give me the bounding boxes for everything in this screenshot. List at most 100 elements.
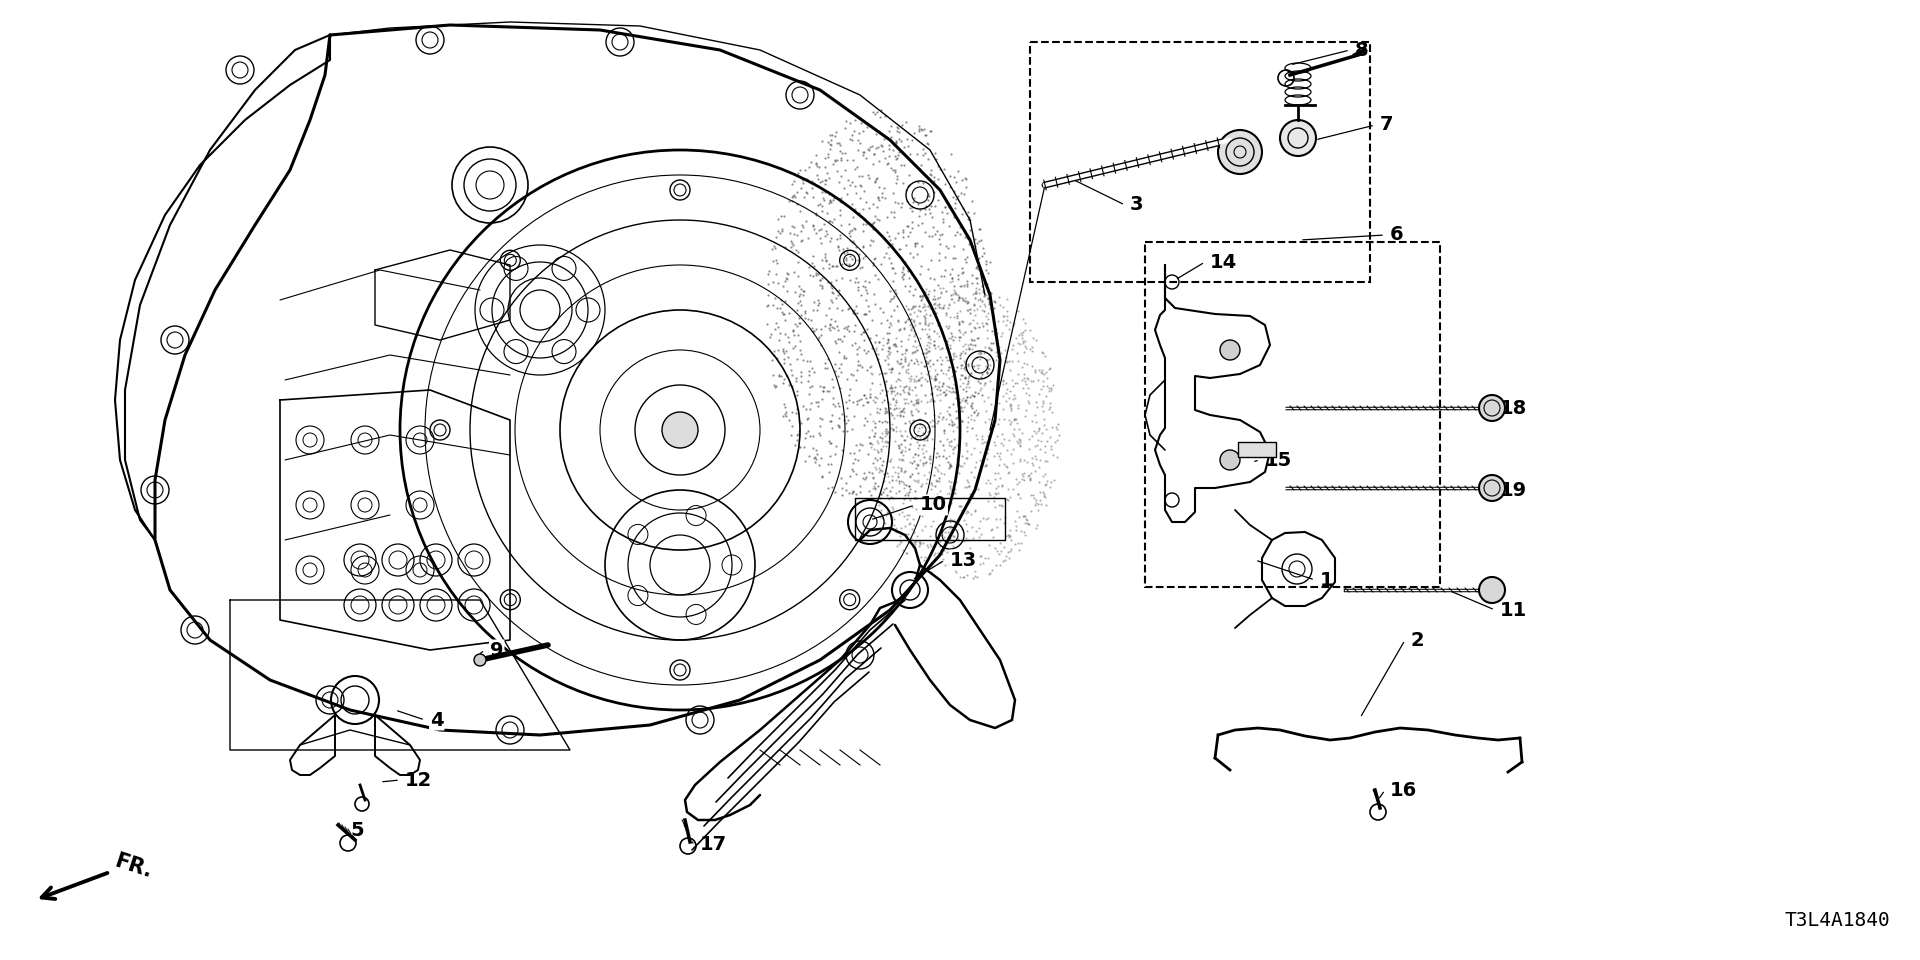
Point xyxy=(904,498,935,514)
Point xyxy=(799,428,829,444)
Point xyxy=(900,236,931,252)
Point xyxy=(887,347,918,362)
Point xyxy=(891,477,922,492)
Point xyxy=(920,282,950,298)
Point xyxy=(912,430,943,445)
Point xyxy=(837,196,868,211)
Text: 1: 1 xyxy=(1321,570,1334,589)
Point xyxy=(1012,513,1043,528)
Point xyxy=(820,153,851,168)
Point xyxy=(885,387,916,402)
Point xyxy=(833,132,864,147)
Point xyxy=(987,325,1018,341)
Point xyxy=(822,240,852,255)
Point xyxy=(868,304,899,320)
Point xyxy=(947,556,977,571)
Point xyxy=(958,389,989,404)
Point xyxy=(1008,509,1039,524)
Point xyxy=(841,466,872,481)
Point xyxy=(849,332,879,348)
Point xyxy=(889,396,920,411)
Circle shape xyxy=(1478,395,1505,421)
Point xyxy=(768,341,799,356)
Point xyxy=(910,310,941,325)
Point xyxy=(1014,388,1044,403)
Point xyxy=(958,413,989,428)
Point xyxy=(908,121,939,136)
Point xyxy=(979,493,1010,509)
Point xyxy=(910,372,941,387)
Point xyxy=(883,475,914,491)
Point xyxy=(872,453,902,468)
Point xyxy=(950,396,981,411)
Point xyxy=(933,460,964,475)
Point xyxy=(979,471,1010,487)
Point xyxy=(1004,439,1035,454)
Point xyxy=(778,322,808,337)
Point xyxy=(989,492,1020,507)
Point xyxy=(918,505,948,520)
Point xyxy=(854,390,885,405)
Point xyxy=(916,393,947,408)
Point xyxy=(954,223,985,238)
Point xyxy=(801,267,831,282)
Point xyxy=(849,183,879,199)
Point xyxy=(806,392,837,407)
Point xyxy=(758,344,789,359)
Point xyxy=(885,356,916,372)
Point xyxy=(808,193,839,208)
Point xyxy=(818,286,849,301)
Point xyxy=(1002,435,1033,450)
Point xyxy=(876,362,906,377)
Point xyxy=(981,348,1012,364)
Point xyxy=(1008,367,1039,382)
Point xyxy=(816,311,847,326)
Point xyxy=(950,503,981,518)
Point xyxy=(804,273,835,288)
Point xyxy=(860,475,891,491)
Point xyxy=(902,395,933,410)
Point xyxy=(870,438,900,453)
Point xyxy=(803,394,833,409)
Point xyxy=(839,123,870,138)
Point xyxy=(927,211,958,227)
Point xyxy=(956,398,987,414)
Point xyxy=(841,372,872,387)
Point xyxy=(877,274,908,289)
Point xyxy=(874,335,904,350)
Point xyxy=(958,205,989,221)
Point xyxy=(872,504,902,519)
Point xyxy=(760,229,791,245)
Point xyxy=(801,443,831,458)
Point xyxy=(874,141,904,156)
Point xyxy=(826,270,856,285)
Point xyxy=(937,328,968,344)
Point xyxy=(943,163,973,179)
Point xyxy=(899,345,929,360)
Point xyxy=(895,355,925,371)
Point xyxy=(1006,327,1037,343)
Point xyxy=(973,360,1004,375)
Point xyxy=(883,120,914,135)
Point xyxy=(960,363,991,378)
Point xyxy=(897,314,927,329)
Point xyxy=(912,355,943,371)
Point xyxy=(962,349,993,365)
Point xyxy=(920,288,950,303)
Point xyxy=(983,478,1014,493)
Point xyxy=(893,178,924,193)
Point xyxy=(998,456,1029,471)
Point xyxy=(941,348,972,363)
Point xyxy=(920,492,950,508)
Point xyxy=(935,485,966,500)
Point xyxy=(814,256,845,272)
Point xyxy=(856,216,887,231)
Point xyxy=(904,411,935,426)
Point xyxy=(887,443,918,458)
Point xyxy=(806,252,837,267)
Point xyxy=(829,350,860,366)
Point xyxy=(920,418,950,433)
Point xyxy=(916,557,947,572)
Point xyxy=(872,224,902,239)
Point xyxy=(972,322,1002,337)
